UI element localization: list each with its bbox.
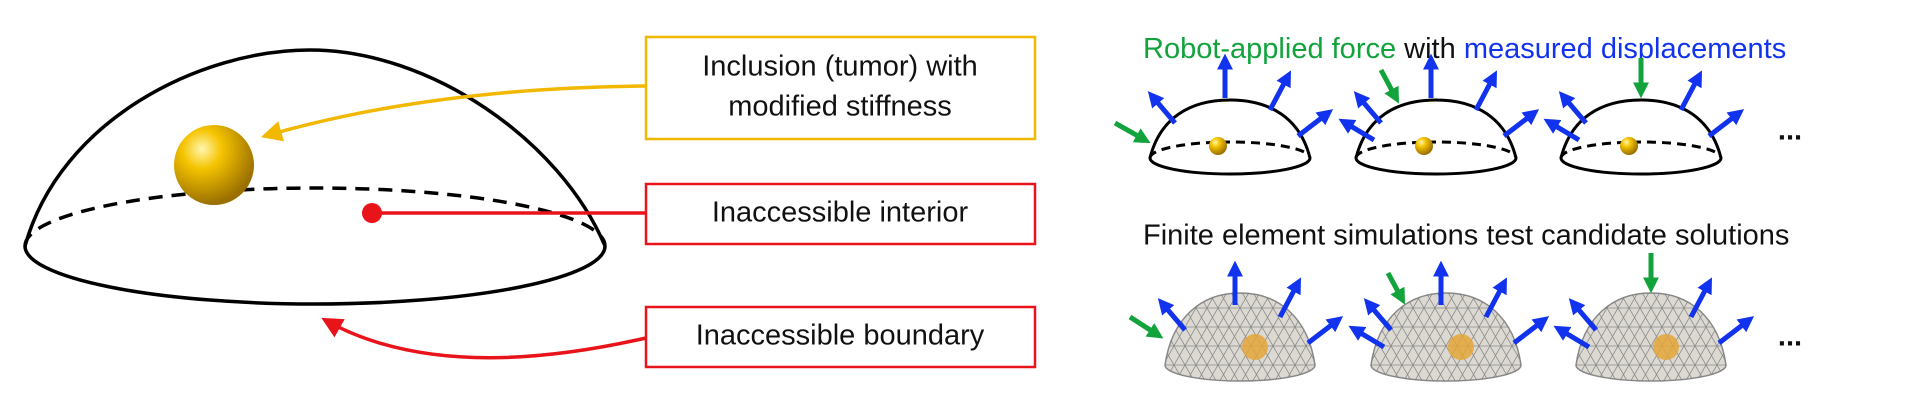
- measured-dome: [1543, 58, 1745, 176]
- boundary-arrow: [321, 317, 647, 360]
- inclusion-ball: [174, 125, 254, 205]
- bottom-row-more: ...: [1778, 321, 1802, 353]
- interior-box: [644, 182, 1037, 246]
- displacement-text: measured displacements: [1464, 33, 1786, 65]
- inclusion-label: Inclusion (tumor) with: [702, 51, 978, 83]
- simulation-dome: [1128, 267, 1338, 382]
- top-row-more: ...: [1778, 115, 1802, 147]
- boundary-label: Inaccessible boundary: [696, 320, 985, 352]
- top-row-title: Robot-applied force with measured displa…: [1143, 33, 1786, 65]
- simulation-dome: [1553, 253, 1755, 382]
- inclusion-label: modified stiffness: [728, 91, 952, 123]
- simulation-dome: [1348, 267, 1544, 382]
- measured-dome: [1338, 60, 1534, 176]
- interior-label: Inaccessible interior: [712, 197, 969, 229]
- inclusion-arrow: [260, 84, 647, 142]
- force-text: Robot-applied force: [1143, 33, 1396, 65]
- large-dome: [23, 48, 607, 306]
- inclusion-box: [644, 35, 1037, 141]
- measured-dome: [1113, 60, 1328, 176]
- bottom-row-title: Finite element simulations test candidat…: [1143, 220, 1789, 252]
- boundary-box: [644, 305, 1037, 369]
- joiner-text: with: [1403, 33, 1456, 65]
